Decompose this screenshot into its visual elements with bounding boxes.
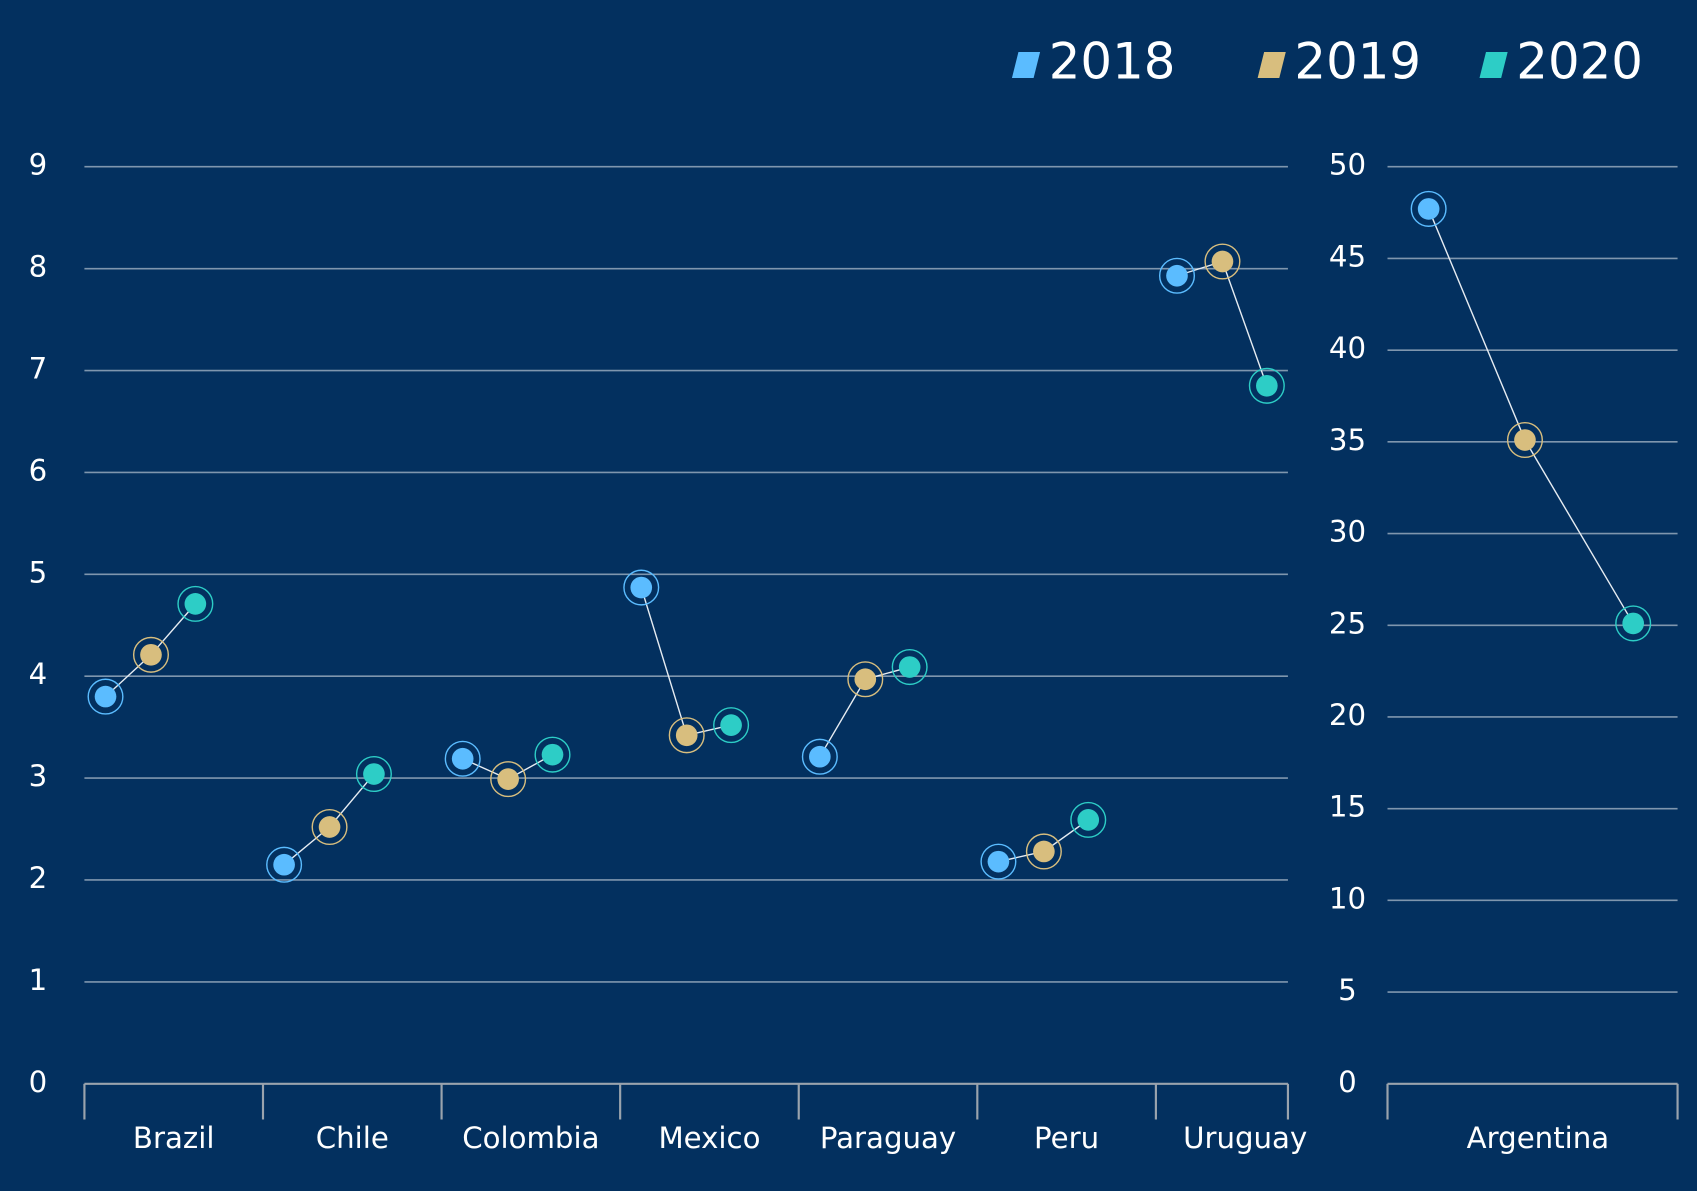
y-tick-label: 45 <box>1329 239 1366 273</box>
y-tick-label: 0 <box>29 1065 48 1099</box>
y-tick-label: 8 <box>29 250 48 284</box>
marker-ring <box>1158 257 1196 294</box>
marker-ring <box>1070 801 1107 838</box>
y-tick-label: 30 <box>1329 515 1366 549</box>
x-tick-label: Uruguay <box>1183 1121 1307 1155</box>
y-tick-label: 7 <box>29 352 48 386</box>
marker-ring <box>444 740 481 777</box>
marker-ring <box>490 761 527 798</box>
marker-ring <box>355 755 392 793</box>
y-tick-label: 35 <box>1329 423 1366 457</box>
marker-ring <box>1204 243 1241 280</box>
x-tick-label: Colombia <box>462 1121 599 1155</box>
marker <box>541 743 564 766</box>
marker-ring <box>87 678 124 715</box>
marker-ring <box>980 843 1017 880</box>
marker <box>1166 264 1188 287</box>
y-tick-label: 10 <box>1329 881 1366 915</box>
marker-ring <box>847 661 884 698</box>
y-tick-label: 3 <box>29 759 48 793</box>
y-tick-label: 50 <box>1329 148 1366 182</box>
legend-label: 2018 <box>1049 32 1176 90</box>
marker <box>1417 198 1440 220</box>
x-tick-label: Mexico <box>658 1121 760 1155</box>
legend-label: 2019 <box>1294 32 1421 90</box>
marker-ring <box>311 808 348 846</box>
marker <box>1077 809 1100 831</box>
x-tick-label: Brazil <box>133 1121 215 1155</box>
y-tick-label: 1 <box>29 963 48 997</box>
marker-ring <box>1506 421 1543 459</box>
y-tick-label: 5 <box>1338 973 1357 1007</box>
y-tick-label: 40 <box>1329 331 1366 365</box>
y-tick-label: 5 <box>29 555 48 589</box>
marker <box>987 850 1010 873</box>
marker <box>94 685 117 708</box>
x-tick-label: Peru <box>1034 1121 1099 1155</box>
marker-ring <box>623 569 660 606</box>
marker <box>363 763 385 785</box>
marker <box>675 724 698 747</box>
y-tick-label: 25 <box>1329 606 1366 640</box>
marker-ring <box>801 738 838 775</box>
marker <box>273 853 295 876</box>
marker <box>1033 840 1055 863</box>
marker <box>854 668 877 691</box>
marker <box>1514 429 1536 451</box>
marker-ring <box>266 846 303 883</box>
marker-ring <box>668 717 705 754</box>
y-tick-label: 6 <box>29 453 48 487</box>
marker-ring <box>1615 605 1652 642</box>
marker-ring <box>891 649 928 686</box>
source-note: Source: BBVA Research <box>13 0 517 10</box>
marker <box>497 768 519 790</box>
marker <box>720 714 742 736</box>
legend-label: 2020 <box>1516 32 1643 90</box>
y-tick-label: 2 <box>29 861 48 895</box>
marker <box>630 576 653 599</box>
y-tick-label: 20 <box>1329 698 1366 732</box>
marker <box>184 593 207 615</box>
y-tick-label: 0 <box>1338 1065 1357 1099</box>
marker-ring <box>534 736 571 773</box>
marker <box>1211 250 1234 273</box>
marker <box>318 816 341 838</box>
x-tick-label: Chile <box>316 1121 389 1155</box>
marker <box>140 643 162 666</box>
y-tick-label: 9 <box>29 148 48 182</box>
marker <box>1622 612 1645 635</box>
marker <box>898 656 921 678</box>
y-tick-label: 15 <box>1329 790 1366 824</box>
marker <box>1256 374 1278 397</box>
marker-ring <box>713 707 750 744</box>
marker-ring <box>1248 367 1285 404</box>
legend-swatch <box>1011 51 1041 78</box>
legend-swatch <box>1257 51 1286 78</box>
marker-ring <box>132 636 170 673</box>
marker <box>809 745 831 768</box>
x-tick-label: Paraguay <box>820 1121 956 1155</box>
marker-ring <box>1410 190 1447 227</box>
marker-ring <box>177 585 214 622</box>
legend-swatch <box>1479 51 1508 78</box>
y-tick-label: 4 <box>29 657 48 691</box>
marker-ring <box>1025 833 1062 870</box>
marker <box>451 747 474 770</box>
x-tick-label: Argentina <box>1467 1121 1610 1155</box>
